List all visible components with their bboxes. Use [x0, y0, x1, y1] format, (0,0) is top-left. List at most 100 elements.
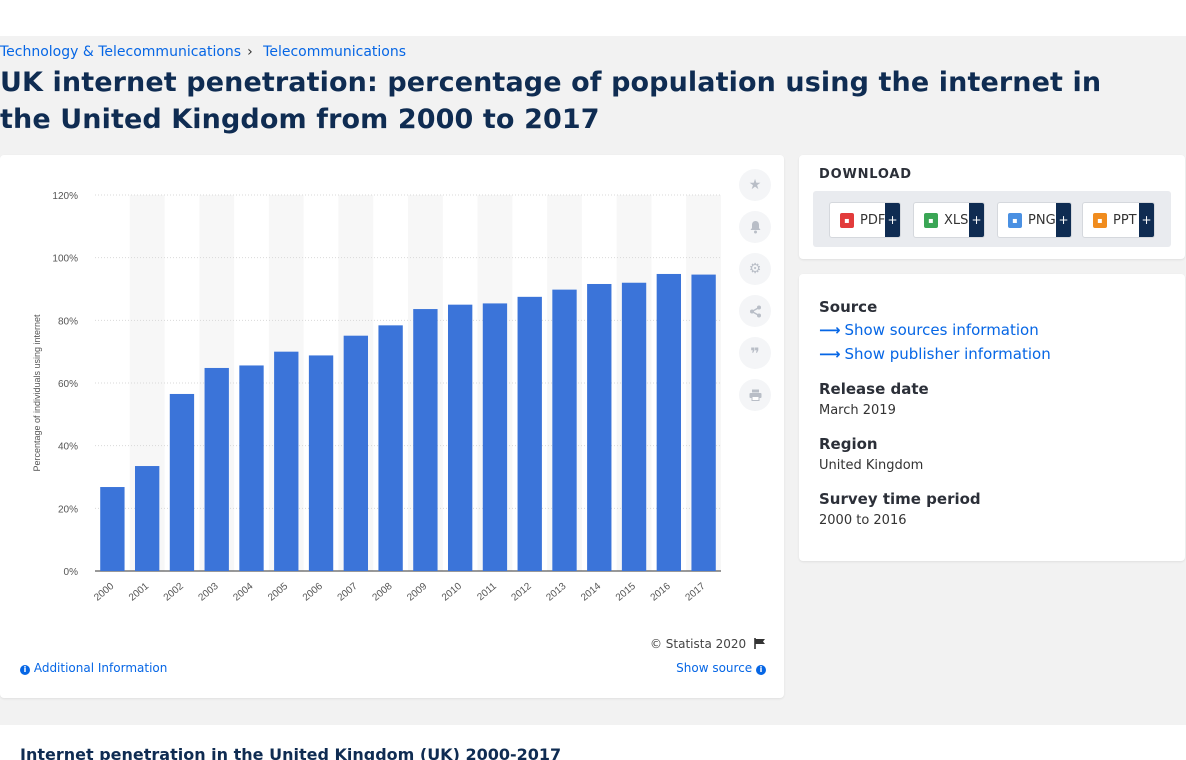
show-publisher-link[interactable]: ⟶ Show publisher information [819, 345, 1051, 363]
x-tick-label: 2012 [510, 581, 534, 604]
survey-period-heading: Survey time period [819, 490, 981, 508]
breadcrumb-separator: › [247, 44, 253, 60]
download-pdf-button[interactable]: ▪ PDF + [829, 202, 901, 238]
plus-icon: + [885, 203, 900, 237]
bar-2009 [413, 309, 438, 571]
bar-2000 [100, 487, 125, 571]
y-tick-label: 60% [58, 379, 78, 390]
y-tick-label: 80% [58, 316, 78, 327]
show-sources-label: Show sources information [844, 321, 1039, 339]
region-heading: Region [819, 435, 878, 453]
x-tick-label: 2010 [440, 581, 464, 604]
bar-2015 [621, 282, 647, 571]
x-tick-label: 2011 [475, 581, 499, 604]
print-icon[interactable] [739, 379, 771, 411]
x-tick-label: 2006 [301, 581, 325, 604]
arrow-right-icon: ⟶ [819, 345, 841, 363]
star-icon[interactable]: ★ [739, 169, 771, 201]
page-title: UK internet penetration: percentage of p… [0, 67, 1102, 135]
additional-information-label: Additional Information [33, 661, 168, 675]
download-xls-button[interactable]: ▪ XLS + [913, 202, 985, 238]
bar-2012 [517, 296, 542, 571]
bar-chart: 0% 20% 40% 60% 80% 100% 120% 2000 2001 2002 2003 20… [32, 191, 721, 604]
release-date-heading: Release date [819, 380, 929, 398]
x-tick-label: 2016 [649, 581, 673, 604]
top-navigation-bar [0, 0, 1186, 36]
breadcrumb: Technology & Telecommunications › Telecom… [0, 44, 406, 60]
breadcrumb-item-telecommunications[interactable]: Telecommunications [263, 44, 407, 60]
bar-2013 [552, 289, 577, 571]
bar-2010 [447, 304, 473, 571]
ppt-label: PPT [1113, 212, 1137, 228]
show-sources-link[interactable]: ⟶ Show sources information [819, 321, 1039, 339]
x-tick-label: 2005 [266, 581, 290, 604]
x-tick-label: 2004 [231, 581, 255, 604]
survey-period-value: 2000 to 2016 [819, 513, 907, 528]
bar-2017 [691, 274, 716, 571]
download-title: DOWNLOAD [819, 167, 912, 182]
additional-information-link[interactable]: i Additional Information [20, 661, 167, 675]
x-tick-label: 2008 [370, 581, 394, 604]
x-tick-label: 2013 [544, 581, 568, 604]
show-source-link[interactable]: Show source i [676, 661, 766, 675]
source-heading: Source [819, 298, 878, 316]
statistic-details-card: Source ⟶ Show sources information ⟶ Show p… [799, 274, 1185, 561]
arrow-right-icon: ⟶ [819, 321, 841, 339]
bar-2008 [378, 325, 403, 571]
show-publisher-label: Show publisher information [844, 345, 1051, 363]
plus-icon: + [1056, 203, 1071, 237]
y-tick-label: 120% [52, 191, 78, 202]
plus-icon: + [969, 203, 984, 237]
release-date-value: March 2019 [819, 403, 896, 418]
ppt-file-icon: ▪ [1093, 212, 1107, 228]
y-axis-label: Percentage of individuals using internet [32, 314, 42, 472]
x-tick-label: 2009 [405, 581, 429, 604]
xls-file-icon: ▪ [924, 212, 938, 228]
bar-2014 [587, 283, 612, 571]
download-ppt-button[interactable]: ▪ PPT + [1082, 202, 1155, 238]
download-png-button[interactable]: ▪ PNG + [997, 202, 1072, 238]
bar-2007 [343, 335, 369, 571]
x-tick-label: 2007 [336, 581, 360, 604]
info-icon: i [756, 665, 766, 675]
xls-label: XLS [944, 212, 969, 228]
x-tick-label: 2017 [683, 581, 707, 604]
y-tick-label: 40% [58, 442, 78, 453]
chart-action-icons: ★ ⚙ ❞ [739, 169, 771, 421]
bar-2003 [204, 367, 229, 571]
related-section: Internet penetration in the United Kingd… [0, 725, 1186, 760]
bar-2016 [656, 273, 682, 571]
copyright-notice: © Statista 2020 [650, 637, 766, 651]
x-tick-label: 2003 [197, 581, 221, 604]
page-content: Technology & Telecommunications › Telecom… [0, 36, 1186, 760]
y-tick-label: 0% [64, 567, 79, 578]
png-file-icon: ▪ [1008, 212, 1022, 228]
bar-2002 [169, 393, 195, 571]
flag-icon[interactable] [750, 637, 766, 651]
bar-2004 [239, 365, 264, 571]
section-title: Internet penetration in the United Kingd… [20, 745, 562, 760]
png-label: PNG [1028, 212, 1056, 228]
bar-2006 [308, 355, 334, 571]
copyright-text: © Statista 2020 [649, 637, 747, 651]
x-tick-label: 2000 [92, 581, 116, 604]
region-value: United Kingdom [819, 458, 924, 473]
bar-2011 [482, 303, 508, 571]
x-tick-label: 2002 [162, 581, 186, 604]
info-icon: i [20, 665, 30, 675]
y-tick-label: 100% [52, 254, 78, 265]
show-source-label: Show source [676, 661, 753, 675]
pdf-label: PDF [860, 212, 886, 228]
gear-icon[interactable]: ⚙ [739, 253, 771, 285]
quote-icon[interactable]: ❞ [739, 337, 771, 369]
download-buttons: ▪ PDF + ▪ XLS + ▪ PNG + ▪ PPT + [813, 191, 1171, 247]
download-card: DOWNLOAD ▪ PDF + ▪ XLS + ▪ PNG + ▪ PPT + [799, 155, 1185, 259]
breadcrumb-item-technology[interactable]: Technology & Telecommunications [0, 44, 242, 60]
bell-icon[interactable] [739, 211, 771, 243]
chart-card: 0% 20% 40% 60% 80% 100% 120% 2000 2001 2002 2003 20… [0, 155, 784, 698]
x-tick-label: 2015 [614, 581, 638, 604]
y-tick-label: 20% [58, 504, 78, 515]
share-icon[interactable] [739, 295, 771, 327]
pdf-file-icon: ▪ [840, 212, 854, 228]
x-tick-label: 2001 [127, 581, 151, 604]
